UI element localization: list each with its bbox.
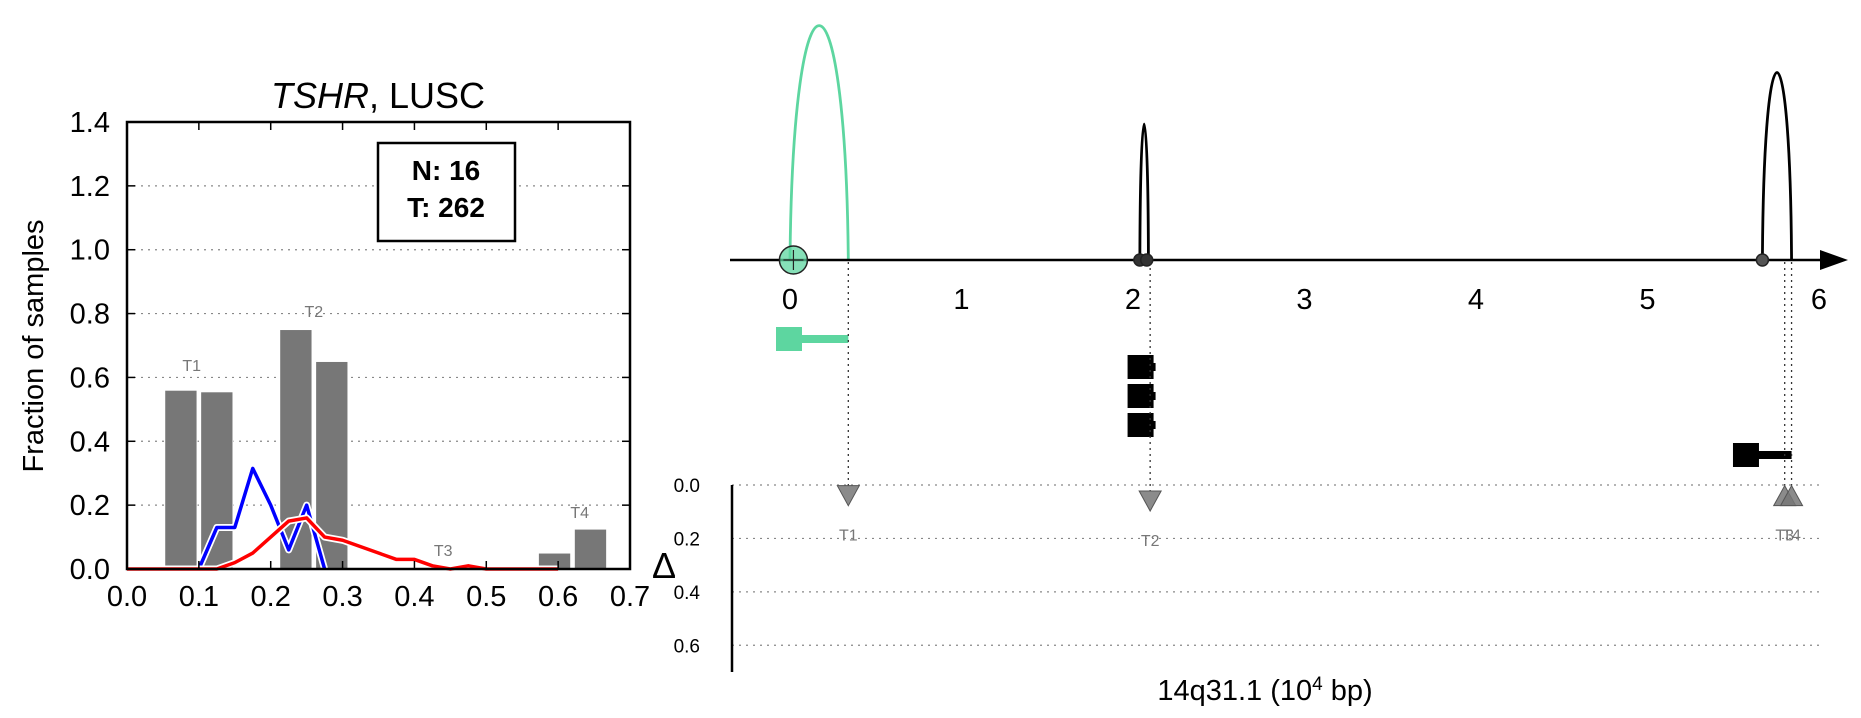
legend-frame [376,141,517,243]
delta-panel: 0.0 0.2 0.4 0.6 [674,476,1820,672]
x-tick-label: 0.1 [179,581,219,613]
genomic-x-tick-label: 0 [782,284,798,316]
left-y-ticks: 0.0 0.2 0.4 0.6 0.8 1.0 1.2 1.4 [70,107,630,586]
delta-tick-label: 0.4 [674,583,701,604]
peak-annotation: T2 [304,304,323,321]
gene-body [1141,363,1156,371]
peak-annotation: T3 [434,543,453,560]
gene-body [1746,451,1792,459]
title-gene: TSHR [271,75,369,116]
x-tick-label: 0.5 [466,581,506,613]
left-x-ticks: 0.0 0.1 0.2 0.3 0.4 0.5 0.6 0.7 [107,122,650,613]
xlabel-suffix: bp) [1323,675,1373,707]
genomic-x-tick-label: 6 [1811,284,1827,316]
linkage-arc [788,24,850,261]
axis-arrow-icon [1820,250,1848,270]
delta-marker-label: T2 [1141,533,1160,550]
genomic-x-tick-label: 4 [1468,284,1484,316]
gene-body [1141,421,1156,429]
title-cohort: , LUSC [369,75,485,116]
y-tick-label: 0.0 [70,554,110,586]
left-bars [164,329,608,570]
gene-body [790,335,849,343]
y-tick-label: 0.8 [70,299,110,331]
histogram-chart: T1 T2 T3 T4 0.0 0.1 0.2 0.3 0.4 0.5 0.6 0.7 0.0 0.2… [18,75,650,613]
left-annotations: T1 T2 T3 T4 [182,304,589,560]
genomic-x-tick-label: 2 [1125,284,1141,316]
x-tick-label: 0.3 [322,581,362,613]
delta-tick-label: 0.6 [674,636,700,657]
series-line [197,466,327,570]
delta-tick-label: 0.0 [674,476,700,497]
y-tick-label: 0.4 [70,426,110,458]
arcs [788,24,1793,261]
site-point [1755,253,1770,267]
delta-tick-label: 0.2 [674,529,700,550]
xlabel-main: 14q31.1 (10 [1157,675,1312,707]
gene-body [1141,392,1156,400]
guide-lines [847,262,1793,492]
y-tick-label: 1.2 [70,171,110,203]
site-point [1139,253,1154,267]
delta-marker-label: T1 [839,528,858,545]
x-tick-label: 0.7 [610,581,650,613]
xlabel-exponent: 4 [1312,674,1323,695]
y-axis-label: Fraction of samples [18,219,50,472]
y-tick-label: 0.2 [70,490,110,522]
x-tick-label: 0.0 [107,581,147,613]
genomic-x-tick-label: 3 [1296,284,1312,316]
x-tick-label: 0.6 [538,581,578,613]
histogram-bar [200,391,234,570]
genomic-x-tick-label: 5 [1639,284,1655,316]
linkage-arc [1138,122,1150,261]
tumor-count: T: 262 [407,192,485,223]
delta-marker-label: T3 [1775,528,1794,545]
delta-marker-label: T4 [1782,528,1801,545]
genomic-x-tick-label: 1 [953,284,969,316]
delta-marker [836,485,861,507]
genomic-x-label: 14q31.1 (104 bp) [1157,674,1372,708]
chart-title: TSHR, LUSC [271,75,485,116]
left-plot-frame [125,120,632,571]
linkage-arc [1761,71,1793,261]
count-legend-box: N: 16 T: 262 [376,141,517,243]
y-tick-label: 0.6 [70,362,110,394]
histogram-bar [573,528,608,570]
peak-annotation: T4 [570,505,589,522]
y-tick-label: 1.4 [70,107,110,139]
delta-marker [1779,484,1804,507]
y-tick-label: 1.0 [70,235,110,267]
peak-annotation: T1 [182,358,201,375]
histogram-bar [164,389,198,570]
site-points [778,245,1770,275]
genomic-x-ticks: 0 1 2 3 4 5 6 [782,284,1827,316]
normal-count: N: 16 [412,155,480,186]
delta-axis-label: Δ [652,545,676,586]
delta-marker [1138,490,1162,513]
x-tick-label: 0.2 [251,581,291,613]
gene-models [776,327,1792,467]
genomic-axis [730,250,1848,270]
x-tick-label: 0.4 [394,581,434,613]
